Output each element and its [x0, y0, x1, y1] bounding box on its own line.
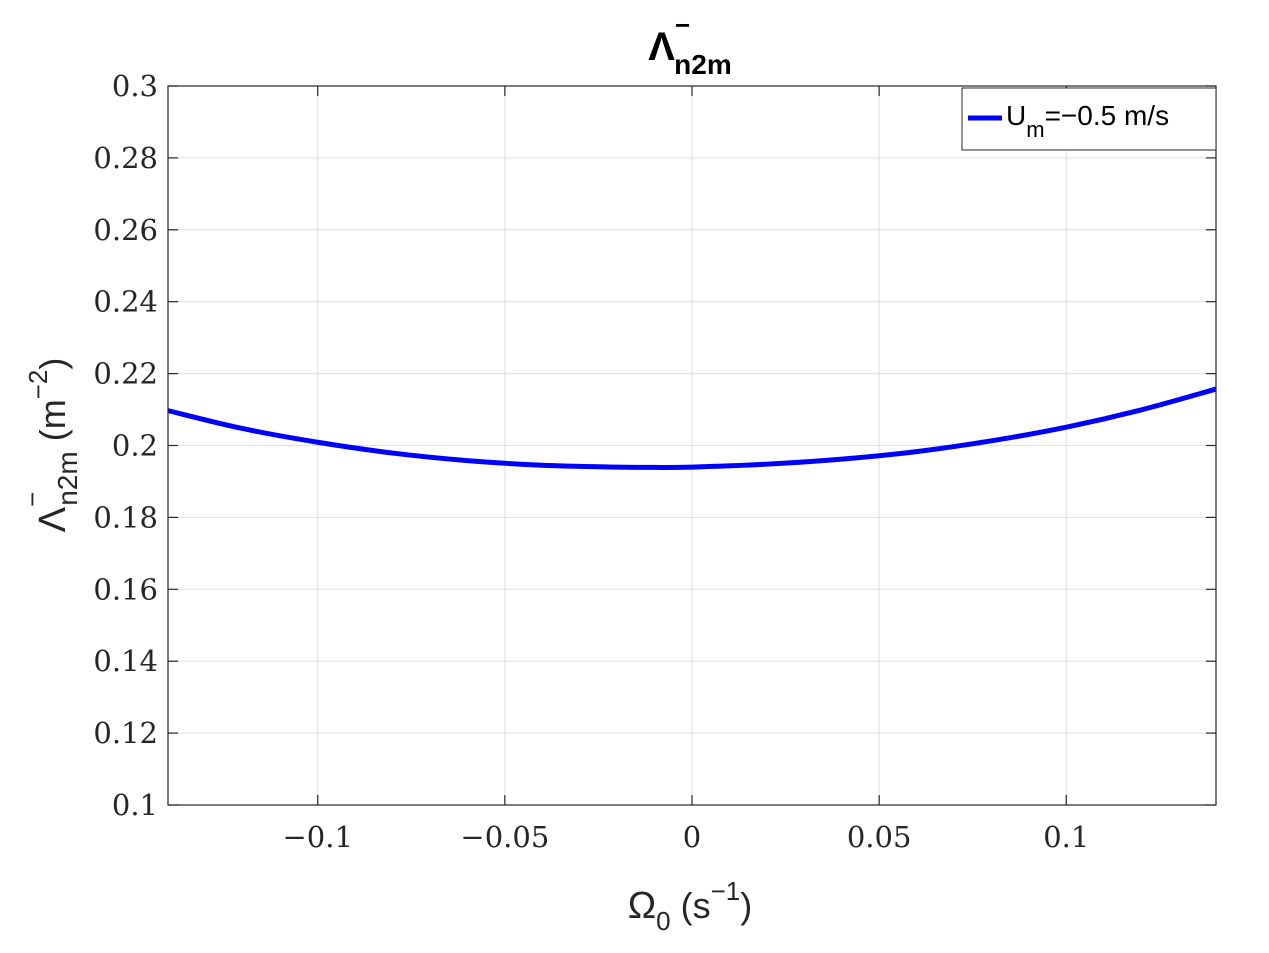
- series-layer: [167, 386, 1217, 470]
- legend-label: Um=−0.5 m/s: [1006, 100, 1169, 142]
- chart-title: Λ− n2m: [648, 10, 731, 80]
- y-tick-label: 0.16: [93, 572, 158, 606]
- y-tick-label: 0.22: [93, 357, 158, 391]
- y-tick-label: 0.26: [93, 213, 158, 247]
- y-tick-label: 0.18: [93, 500, 158, 534]
- x-tick-label: −0.05: [460, 820, 549, 854]
- grid: [168, 85, 1216, 806]
- x-axis-label: Ω0 (s−1): [628, 876, 753, 936]
- y-tick-label: 0.28: [93, 141, 158, 175]
- x-tick-label: 0.05: [847, 820, 912, 854]
- y-tick-label: 0.2: [112, 429, 158, 463]
- y-tick-label: 0.24: [93, 285, 158, 319]
- legend-box: [961, 87, 1217, 151]
- y-tick-label: 0.14: [93, 644, 158, 678]
- legend: Um=−0.5 m/s: [961, 87, 1217, 151]
- y-axis-label: Λ− n2m (m−2): [17, 358, 83, 533]
- x-tick-label: −0.1: [283, 820, 353, 854]
- x-tick-label: 0.1: [1043, 820, 1089, 854]
- y-tick-label: 0.1: [112, 788, 158, 822]
- y-tick-label: 0.12: [93, 716, 158, 750]
- y-tick-label: 0.3: [112, 69, 158, 103]
- x-tick-label: 0: [683, 820, 701, 854]
- series-line: [167, 386, 1217, 470]
- ticks: −0.1 −0.05 0 0.05 0.1 0.1 0.12 0.14 0.16 0.18 0.2 0…: [93, 69, 1216, 854]
